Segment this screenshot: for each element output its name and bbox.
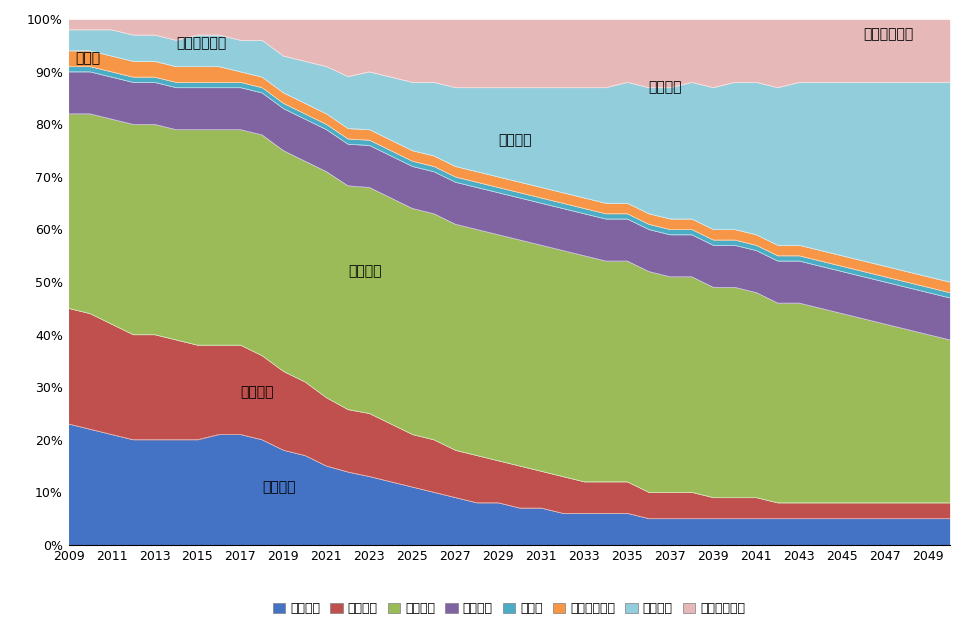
Text: 요양급여: 요양급여	[262, 480, 295, 494]
Text: 직업재활급여: 직업재활급여	[863, 27, 913, 41]
Text: 상병보상연금: 상병보상연금	[176, 36, 226, 50]
Text: 장해급여: 장해급여	[347, 265, 381, 279]
Text: 간병급여: 간병급여	[648, 81, 682, 95]
Legend: 요양급여, 휴업급여, 장해급여, 유족급여, 장의비, 상병보상연금, 간병급여, 직업재활급여: 요양급여, 휴업급여, 장해급여, 유족급여, 장의비, 상병보상연금, 간병급…	[269, 599, 748, 619]
Text: 유족급여: 유족급여	[498, 133, 531, 147]
Text: 장의비: 장의비	[75, 52, 100, 65]
Text: 휴업급여: 휴업급여	[241, 385, 274, 399]
